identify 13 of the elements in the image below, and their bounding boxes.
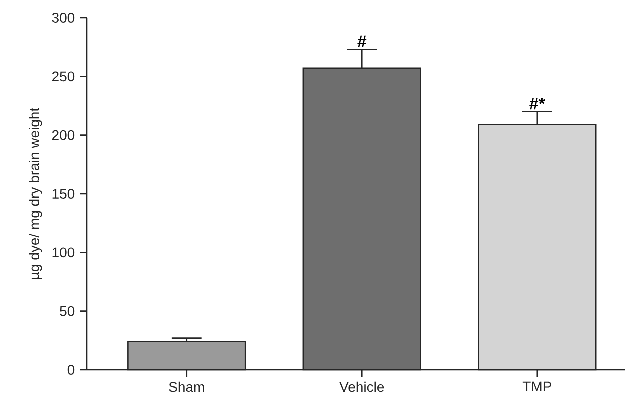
annotation: # — [358, 36, 367, 48]
x-tick-label: Sham — [169, 382, 204, 392]
y-tick-label: 150 — [52, 189, 75, 199]
annotation: #* — [530, 98, 546, 110]
y-tick-label: 250 — [52, 72, 75, 82]
y-tick-label: 200 — [52, 130, 75, 140]
x-tick-label: TMP — [522, 382, 552, 392]
y-tick-label: 50 — [60, 306, 75, 316]
y-tick-label: 300 — [52, 13, 75, 23]
x-tick-label: Vehicle — [340, 382, 384, 392]
y-tick-label: 100 — [52, 248, 75, 258]
y-tick-label: 0 — [68, 365, 75, 375]
y-axis-title: µg dye/ mg dry brain weight — [29, 108, 42, 280]
